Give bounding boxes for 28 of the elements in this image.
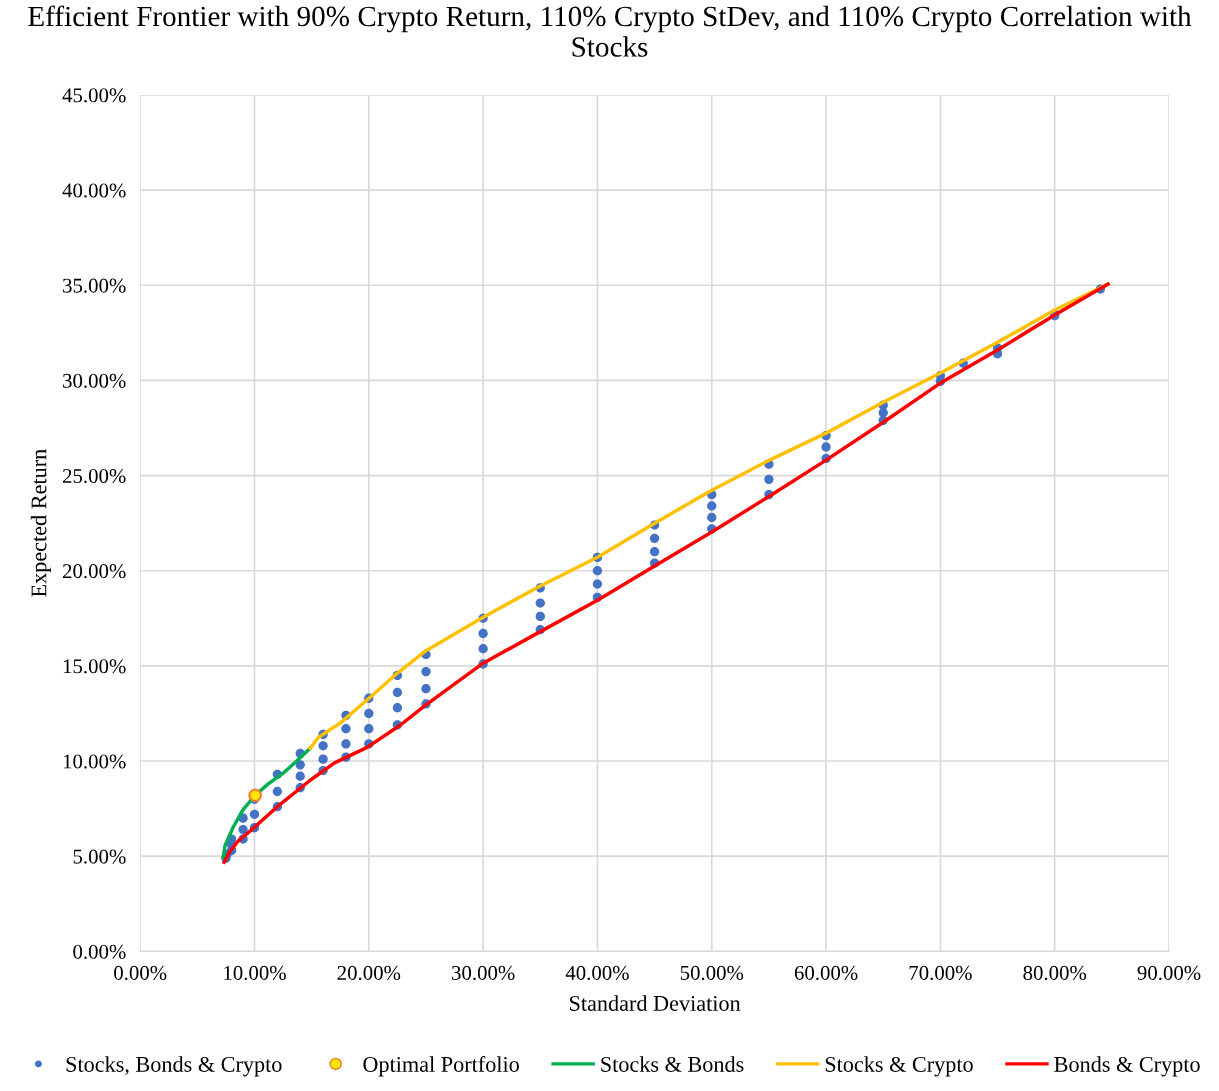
legend-label: Optimal Portfolio [363,1056,519,1077]
y-tick-label: 20.00% [62,564,126,579]
x-tick-label: 20.00% [337,965,401,980]
x-axis-title: Standard Deviation [570,995,741,1011]
y-tick-label: 5.00% [73,849,126,864]
x-tick-label: 40.00% [565,965,629,980]
legend-label: Stocks, Bonds & Crypto [66,1056,282,1077]
x-tick-label: 80.00% [1023,965,1087,980]
y-tick-label: 45.00% [62,88,126,103]
y-axis-title: Expected Return [30,449,51,597]
y-tick-label: 35.00% [63,278,126,293]
chart-title: Efficient Frontier with 90% Crypto Return, 110% Crypto StDev, and 110% Crypto Correlation with Stocks [28,5,1192,57]
y-tick-label: 30.00% [63,373,126,388]
y-tick-label: 10.00% [63,754,126,769]
legend-label: Bonds & Crypto [1054,1056,1200,1077]
y-tick-label: 25.00% [62,468,126,484]
x-tick-label: 0.00% [114,965,167,980]
x-tick-label: 50.00% [680,965,744,980]
y-tick-label: 0.00% [73,944,126,959]
y-tick-label: 40.00% [62,183,126,198]
legend-label: Stocks & Bonds [601,1056,744,1072]
x-tick-label: 70.00% [909,965,972,980]
y-tick-label: 15.00% [63,659,126,674]
x-tick-label: 10.00% [224,965,286,980]
x-tick-label: 60.00% [794,965,858,980]
x-tick-label: 90.00% [1137,965,1201,980]
x-tick-label: 30.00% [452,965,515,980]
legend-label: Stocks & Crypto [825,1056,973,1077]
